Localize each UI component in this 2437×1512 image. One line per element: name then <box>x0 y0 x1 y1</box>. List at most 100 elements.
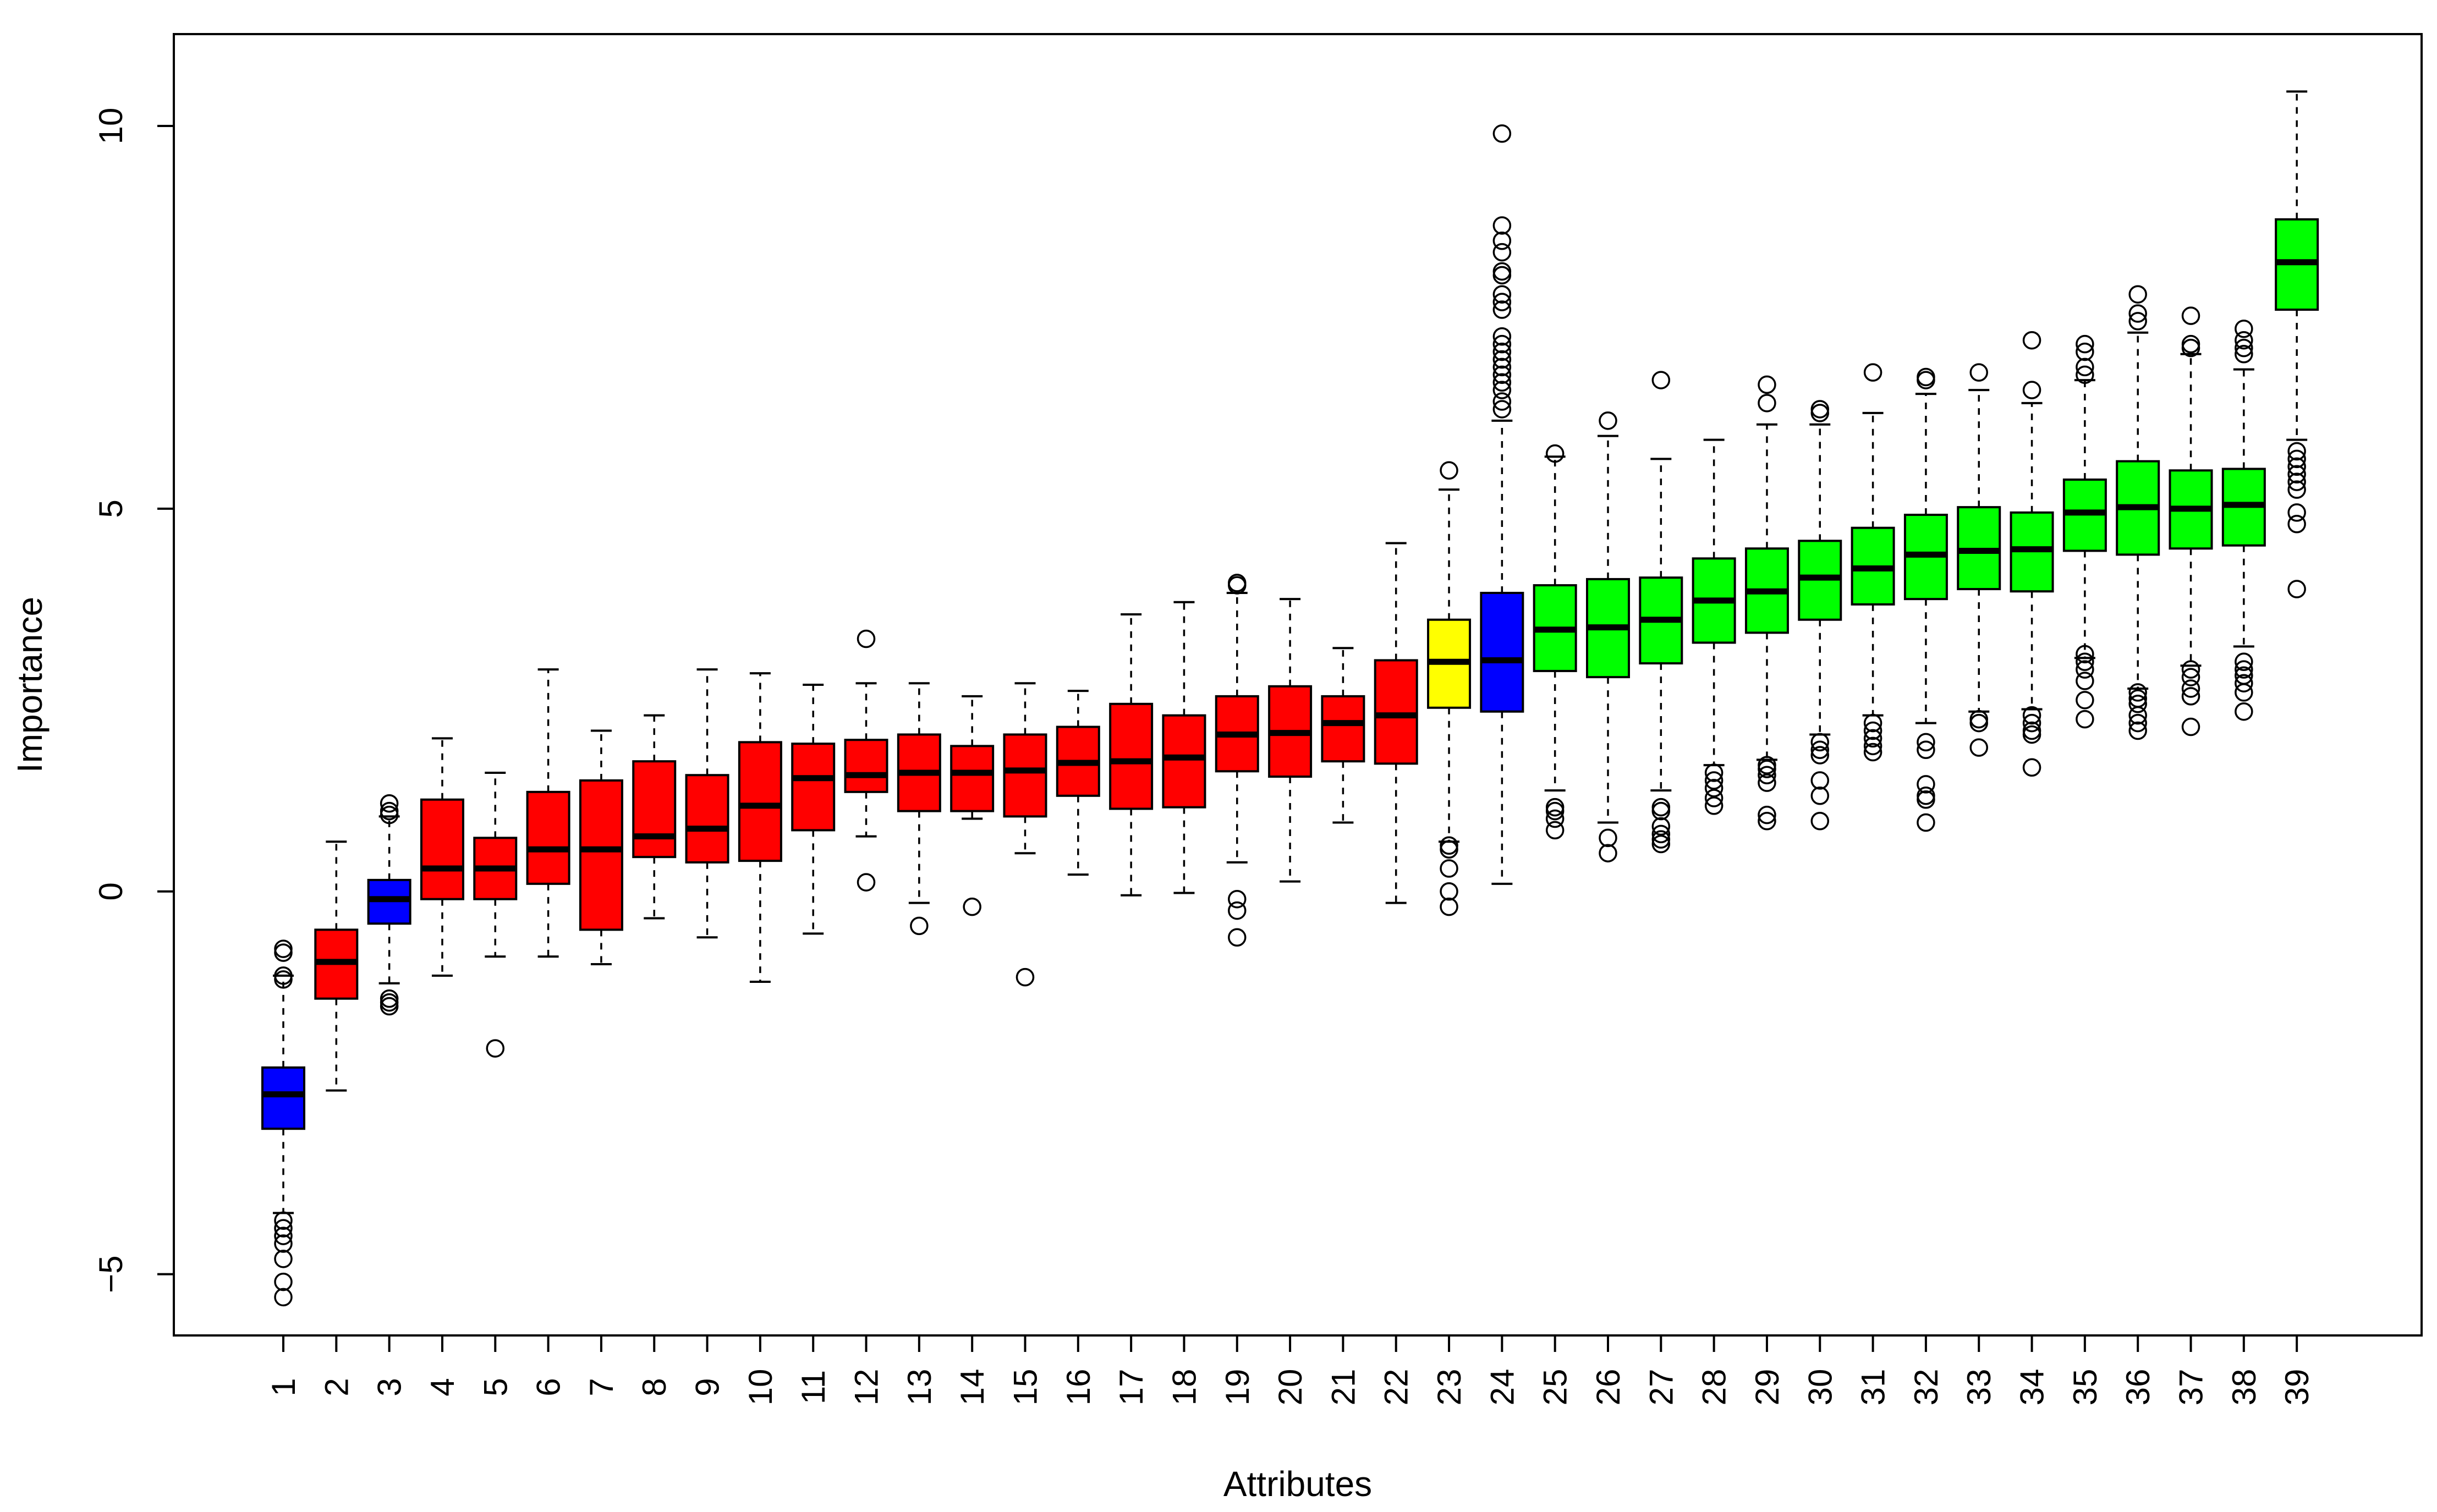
box-17 <box>1109 613 1154 897</box>
outlier-point <box>2128 713 2147 733</box>
outlier-point <box>2287 465 2306 484</box>
outlier-point <box>1492 124 1512 143</box>
box-5 <box>473 772 518 1058</box>
x-tick-label: 34 <box>2014 1369 2051 1406</box>
outlier-point <box>1917 733 1935 752</box>
outlier-point <box>2235 674 2253 692</box>
outlier-point <box>2287 580 2306 598</box>
outlier-point <box>486 1039 505 1058</box>
outlier-point <box>2022 725 2041 744</box>
outlier-point <box>2181 306 2200 325</box>
outlier-point <box>2076 710 2094 729</box>
x-tick-label: 9 <box>689 1378 726 1396</box>
outlier-point <box>274 1211 293 1230</box>
outlier-point <box>1228 928 1247 947</box>
outlier-point <box>2128 285 2147 304</box>
box-39 <box>2275 90 2319 598</box>
x-tick-label: 37 <box>2173 1369 2210 1406</box>
outlier-point <box>2076 660 2094 679</box>
outlier-point <box>1917 813 1935 832</box>
box-14 <box>950 695 995 916</box>
x-tick-label: 7 <box>583 1378 620 1396</box>
box-body <box>950 745 995 812</box>
outlier-point <box>1440 882 1458 901</box>
box-36 <box>2116 285 2160 740</box>
box-13 <box>897 682 941 936</box>
outlier-point <box>1863 713 1882 733</box>
outlier-point <box>274 943 293 962</box>
outlier-point <box>2287 514 2306 534</box>
outlier-point <box>2076 365 2094 384</box>
outlier-point <box>1545 821 1565 840</box>
outlier-point <box>2181 687 2200 706</box>
x-tick-label: 13 <box>901 1369 938 1406</box>
outlier-point <box>1651 834 1671 854</box>
outlier-point <box>857 629 876 648</box>
x-tick-label: 31 <box>1855 1369 1892 1406</box>
box-body <box>1374 659 1418 765</box>
outlier-point <box>2076 691 2094 710</box>
outlier-point <box>1810 733 1830 752</box>
x-tick-label: 35 <box>2067 1369 2104 1406</box>
box-34 <box>2010 331 2054 777</box>
outlier-point <box>2235 331 2253 350</box>
outlier-point <box>1758 760 1776 778</box>
x-tick-label: 21 <box>1325 1369 1362 1406</box>
x-tick-label: 3 <box>371 1378 408 1396</box>
outlier-point <box>1758 805 1776 824</box>
outlier-point <box>1228 574 1247 592</box>
outlier-point <box>1440 859 1458 878</box>
box-19 <box>1215 574 1259 947</box>
outlier-point <box>1228 901 1247 920</box>
outlier-point <box>1545 801 1565 821</box>
outlier-point <box>2181 338 2200 358</box>
outlier-point <box>1704 789 1724 807</box>
box-7 <box>579 729 623 965</box>
box-29 <box>1744 375 1789 831</box>
outlier-point <box>274 1272 293 1291</box>
outlier-point <box>2287 472 2306 491</box>
outlier-point <box>1492 350 1512 369</box>
outlier-point <box>2235 652 2253 671</box>
box-12 <box>844 629 888 892</box>
box-38 <box>2221 320 2266 721</box>
outlier-point <box>1545 444 1565 463</box>
outlier-point <box>1492 266 1512 285</box>
outlier-point <box>1758 394 1776 413</box>
outlier-point <box>857 873 876 892</box>
outlier-point <box>1440 897 1458 916</box>
x-tick-label: 27 <box>1643 1369 1679 1406</box>
x-tick-label: 10 <box>742 1369 779 1406</box>
box-27 <box>1639 371 1683 854</box>
x-tick-label: 4 <box>424 1378 461 1396</box>
outlier-point <box>380 997 399 1016</box>
x-tick-label: 15 <box>1007 1369 1044 1406</box>
outlier-point <box>2076 672 2094 690</box>
outlier-point <box>2235 683 2253 702</box>
outlier-point <box>1492 400 1512 419</box>
outlier-point <box>1545 809 1565 828</box>
chart-marks <box>261 90 2319 1307</box>
y-tick-label: −5 <box>92 1255 129 1293</box>
outlier-point <box>1810 746 1830 765</box>
box-32 <box>1903 367 1948 832</box>
outlier-point <box>1599 828 1617 848</box>
outlier-point <box>2128 304 2147 323</box>
outlier-point <box>1492 358 1512 377</box>
box-body <box>526 790 570 885</box>
outlier-point <box>1651 830 1671 849</box>
outlier-point <box>380 794 399 813</box>
y-tick-label: 5 <box>92 499 129 518</box>
outlier-point <box>2076 342 2094 361</box>
box-body <box>579 779 623 931</box>
box-3 <box>367 794 411 1016</box>
outlier-point <box>1704 779 1724 798</box>
outlier-point <box>1917 740 1935 760</box>
box-body <box>1321 695 1365 763</box>
box-body <box>844 739 888 793</box>
box-body <box>261 1066 305 1130</box>
y-tick-label: 0 <box>92 882 129 900</box>
box-body <box>1003 733 1047 818</box>
box-6 <box>526 668 570 958</box>
